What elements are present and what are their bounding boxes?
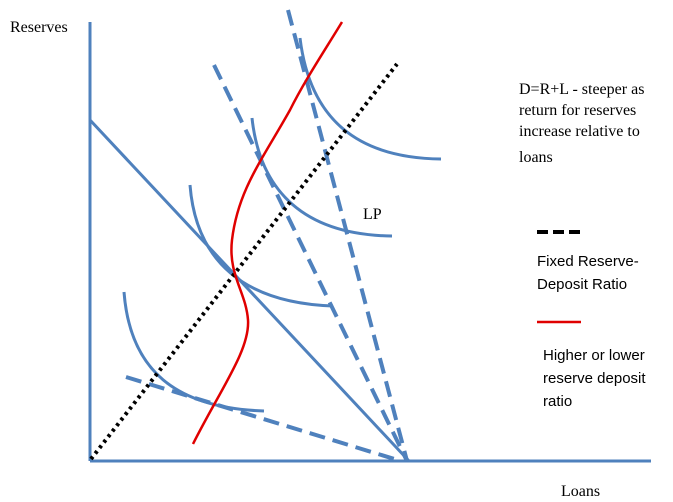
legend-fixed-ratio-label: Fixed Reserve- Deposit Ratio bbox=[537, 253, 643, 293]
budget-line-dashed-flat bbox=[125, 375, 402, 463]
lp-label: LP bbox=[363, 206, 382, 223]
budget-line-solid bbox=[88, 118, 411, 463]
annotation-text: D=R+L - steeper as return for reserves i… bbox=[519, 81, 648, 166]
y-axis-label: Reserves bbox=[10, 19, 68, 36]
indifference-curve-2 bbox=[188, 184, 334, 308]
legend-variable-ratio-line-2: reserve deposit bbox=[543, 370, 646, 387]
indifference-curve-4 bbox=[298, 37, 442, 161]
legend-variable-ratio-line-3: ratio bbox=[543, 393, 572, 410]
legend-fixed-ratio-line-1: Fixed Reserve- bbox=[537, 253, 639, 270]
budget-line-dashed-steepest bbox=[286, 9, 409, 462]
legend-variable-ratio-line-1: Higher or lower bbox=[543, 347, 645, 364]
legend-fixed-ratio-line-2: Deposit Ratio bbox=[537, 276, 627, 293]
variable-ratio-curve bbox=[191, 21, 344, 445]
indifference-curve-1 bbox=[122, 291, 265, 413]
annotation-line-2: return for reserves bbox=[519, 102, 636, 119]
budget-line-dashed-steep bbox=[212, 64, 409, 462]
annotation-line-4: loans bbox=[519, 149, 553, 166]
annotation-line-1: D=R+L - steeper as bbox=[519, 81, 644, 98]
annotation-line-3: increase relative to bbox=[519, 123, 640, 140]
x-axis-label: Loans bbox=[561, 483, 600, 500]
indifference-curve-3-lp bbox=[250, 117, 393, 238]
legend-variable-ratio-label: Higher or lower reserve deposit ratio bbox=[543, 347, 650, 410]
